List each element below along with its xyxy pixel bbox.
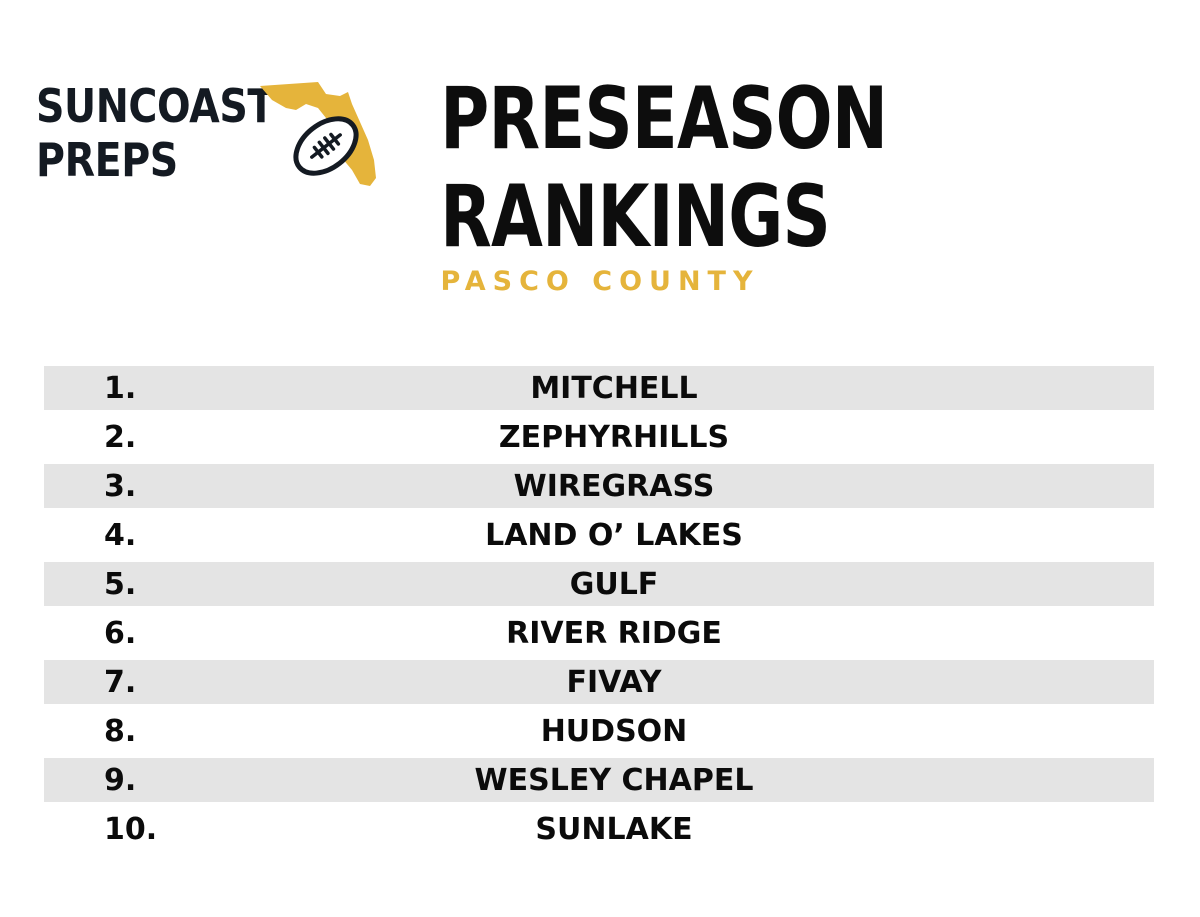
rank-number: 2. [104, 419, 137, 455]
rank-number: 3. [104, 468, 137, 504]
team-name: WIREGRASS [513, 468, 715, 504]
team-name: SUNLAKE [535, 811, 693, 847]
headline: PRESEASON RANKINGS [395, 69, 888, 267]
rank-number: 9. [104, 762, 137, 798]
team-name: ZEPHYRHILLS [498, 419, 730, 455]
rank-number: 4. [104, 517, 137, 553]
rank-number: 10. [104, 811, 158, 847]
rank-number: 7. [104, 664, 137, 700]
list-item: 7. FIVAY [44, 660, 1154, 704]
team-name: LAND O’ LAKES [485, 517, 743, 553]
team-name: FIVAY [566, 664, 662, 700]
list-item: 6. RIVER RIDGE [44, 606, 1154, 660]
team-name: GULF [569, 566, 659, 602]
list-item: 3. WIREGRASS [44, 464, 1154, 508]
headline-rankings: RANKINGS [440, 167, 831, 267]
rank-number: 6. [104, 615, 137, 651]
team-name: MITCHELL [530, 370, 698, 406]
rank-number: 8. [104, 713, 137, 749]
team-name: WESLEY CHAPEL [474, 762, 754, 798]
rankings-list: 1. MITCHELL 2. ZEPHYRHILLS 3. WIREGRASS 4. LAND… [44, 366, 1154, 856]
county-subhead: PASCO COUNTY [440, 266, 760, 297]
list-item: 5. GULF [44, 562, 1154, 606]
suncoast-preps-logo: SUNCOAST PREPS [36, 74, 386, 194]
list-item: 8. HUDSON [44, 704, 1154, 758]
team-name: RIVER RIDGE [506, 615, 722, 651]
logo-word-preps: PREPS [36, 133, 178, 187]
list-item: 2. ZEPHYRHILLS [44, 410, 1154, 464]
logo-word-suncoast: SUNCOAST [36, 79, 274, 133]
list-item: 10. SUNLAKE [44, 802, 1154, 856]
rank-number: 1. [104, 370, 137, 406]
florida-football-icon [260, 82, 376, 186]
list-item: 4. LAND O’ LAKES [44, 508, 1154, 562]
list-item: 9. WESLEY CHAPEL [44, 758, 1154, 802]
headline-preseason: PRESEASON [440, 69, 888, 169]
team-name: HUDSON [540, 713, 688, 749]
rank-number: 5. [104, 566, 137, 602]
list-item: 1. MITCHELL [44, 366, 1154, 410]
